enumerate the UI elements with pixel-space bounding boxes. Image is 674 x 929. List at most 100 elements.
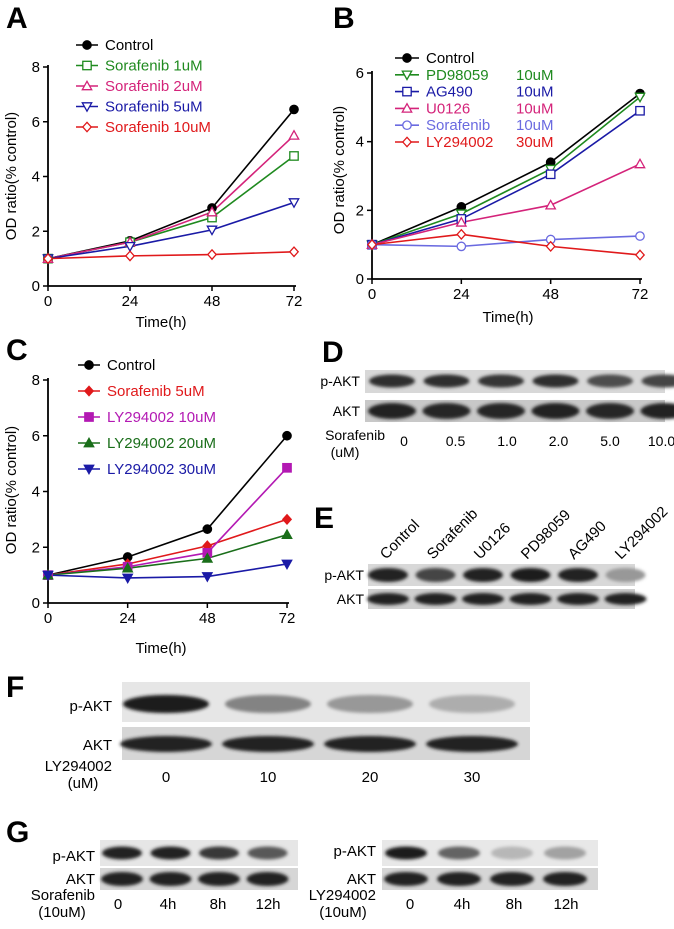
- blot-d-p-akt-band: [478, 374, 524, 388]
- chart-c-series-1-point: [281, 513, 293, 526]
- chart-c-xtick-label: 24: [119, 610, 136, 627]
- chart-b-legend-marker-0: [402, 53, 412, 63]
- blot-g-right-lane-label: 8h: [506, 896, 523, 913]
- blot-e-akt-band: [604, 593, 647, 605]
- chart-a-series-2-point: [288, 129, 300, 140]
- blot-g-left-lane-label: 4h: [160, 896, 177, 913]
- blot-d-akt-band: [531, 403, 580, 419]
- blot-g-left-akt-band: [101, 872, 143, 886]
- blot-d: p-AKT AKT Sorafenib (uM) 0 0.5 1.0 2.0 5.0 10…: [320, 370, 674, 460]
- blot-e-akt-band: [414, 593, 457, 605]
- chart-b-series-4-point: [456, 241, 467, 252]
- blot-g-left-lane-label: 0: [114, 896, 122, 913]
- chart-c-series-line-0: [47, 435, 288, 576]
- chart-a-ytick-label: 6: [32, 114, 40, 131]
- chart-a-legend-label-2: Sorafenib 2uM: [105, 78, 203, 95]
- blot-d-p-akt-band: [641, 374, 674, 388]
- blot-d-lane-label: 1.0: [497, 433, 517, 449]
- chart-a-legend-marker-2: [81, 79, 93, 91]
- blot-d-p-akt-bands: [369, 374, 674, 388]
- blot-g-left-akt-band: [246, 872, 289, 886]
- blot-g-right-unit-label: (10uM): [319, 904, 367, 921]
- chart-b-series-2-point: [545, 169, 556, 180]
- blot-g-left-treatment-label: Sorafenib: [31, 887, 95, 904]
- panel-letter-b: B: [333, 2, 355, 35]
- blot-e-p-akt-band: [415, 568, 456, 582]
- blot-f-akt-band: [324, 736, 416, 752]
- chart-b-series-line-2: [371, 110, 641, 246]
- chart-b-legend-label-2: AG490: [426, 84, 473, 101]
- blot-f-p-akt-band: [225, 695, 311, 713]
- chart-a-legend: Control Sorafenib 1uM Sorafenib 2uM Sorafen…: [76, 37, 211, 136]
- blot-f-lane-labels: 0 10 20 30: [162, 769, 481, 786]
- chart-c-series-3-point: [281, 528, 293, 540]
- blot-e-p-akt-band: [510, 568, 551, 582]
- blot-d-unit-label: (uM): [331, 444, 360, 460]
- blot-d-lane-label: 5.0: [600, 433, 620, 449]
- blot-d-lane-label: 10.0: [648, 433, 674, 449]
- blot-g-left-akt-bands: [101, 872, 289, 886]
- chart-c-ytick-label: 4: [32, 484, 40, 501]
- blot-e-p-akt-band: [605, 568, 646, 582]
- blot-d-akt-band: [477, 403, 525, 419]
- chart-c-legend-marker-3: [83, 436, 95, 448]
- blot-g-right-lane-label: 4h: [454, 896, 471, 913]
- chart-b-legend-conc-4: 10uM: [516, 117, 554, 134]
- chart-c-series-line-4: [47, 563, 288, 579]
- chart-a-legend-marker-4: [81, 121, 93, 133]
- chart-c-legend: Control Sorafenib 5uM LY294002 10uM LY29400…: [78, 357, 216, 478]
- blot-g-left-akt-band: [198, 872, 240, 886]
- chart-b-series-1-point: [634, 92, 646, 104]
- chart-c-series-4-point: [42, 570, 54, 582]
- chart-c-ytick-label: 2: [32, 539, 40, 556]
- chart-c-legend-label-1: Sorafenib 5uM: [107, 383, 205, 400]
- blot-f-p-akt-band: [327, 695, 413, 713]
- blot-e-p-akt-band: [463, 568, 503, 582]
- chart-c-ytick-label: 8: [32, 372, 40, 389]
- blot-d-akt-band: [586, 403, 634, 419]
- blot-g-right: p-AKT AKT LY294002 (10uM) 0 4h 8h 12h: [309, 840, 598, 921]
- chart-b-ytick-label: 4: [356, 134, 364, 151]
- blot-g-right-akt-band: [437, 872, 481, 886]
- chart-b-legend-conc-1: 10uM: [516, 67, 554, 84]
- chart-b-series-5-point: [545, 240, 556, 253]
- chart-b-legend-conc-3: 10uM: [516, 100, 554, 117]
- chart-a-legend-marker-0: [82, 40, 92, 50]
- blot-e-akt-bands: [367, 593, 647, 605]
- blot-e-p-akt-bands: [368, 568, 646, 582]
- chart-c-legend-label-0: Control: [107, 357, 155, 374]
- chart-a-xtick-label: 0: [44, 293, 52, 310]
- chart-b-ylabel: OD ratio(% control): [331, 106, 348, 234]
- chart-b-xlabel: Time(h): [482, 309, 533, 326]
- panel-letter-c: C: [6, 334, 28, 367]
- chart-c-xtick-label: 72: [279, 610, 296, 627]
- chart-b-series-3-point: [544, 199, 557, 210]
- blot-e-lane-label: LY294002: [612, 503, 672, 563]
- chart-a-ytick-label: 8: [32, 59, 40, 76]
- chart-a-series-line-4: [47, 250, 295, 260]
- chart-b-legend-marker-4: [402, 120, 412, 131]
- blot-g-left-row-label-p-akt: p-AKT: [52, 848, 95, 865]
- blot-g-left-akt-band: [149, 872, 192, 886]
- chart-b-series-5-point: [366, 238, 378, 251]
- chart-a-ytick-label: 4: [32, 169, 40, 186]
- chart-c-series-line-3: [47, 533, 288, 576]
- blot-g-right-p-akt-bands: [385, 846, 586, 860]
- chart-a-legend-label-4: Sorafenib 10uM: [105, 119, 211, 136]
- blot-d-akt-bands: [368, 403, 674, 419]
- chart-a-legend-label-0: Control: [105, 37, 153, 54]
- chart-c-series-4-point: [201, 572, 214, 583]
- chart-b-series-line-0: [371, 92, 641, 246]
- blot-g-right-row-label-akt: AKT: [347, 871, 376, 888]
- chart-c-xtick-label: 0: [44, 610, 52, 627]
- blot-f-treatment-label: LY294002: [45, 758, 112, 775]
- blot-g-left-lane-labels: 0 4h 8h 12h: [114, 896, 281, 913]
- blot-g-right-lane-labels: 0 4h 8h 12h: [406, 896, 579, 913]
- blot-g-left-p-akt-band: [247, 846, 288, 860]
- blot-g-right-p-akt-band: [544, 846, 586, 860]
- blot-g-right-akt-band: [384, 872, 428, 886]
